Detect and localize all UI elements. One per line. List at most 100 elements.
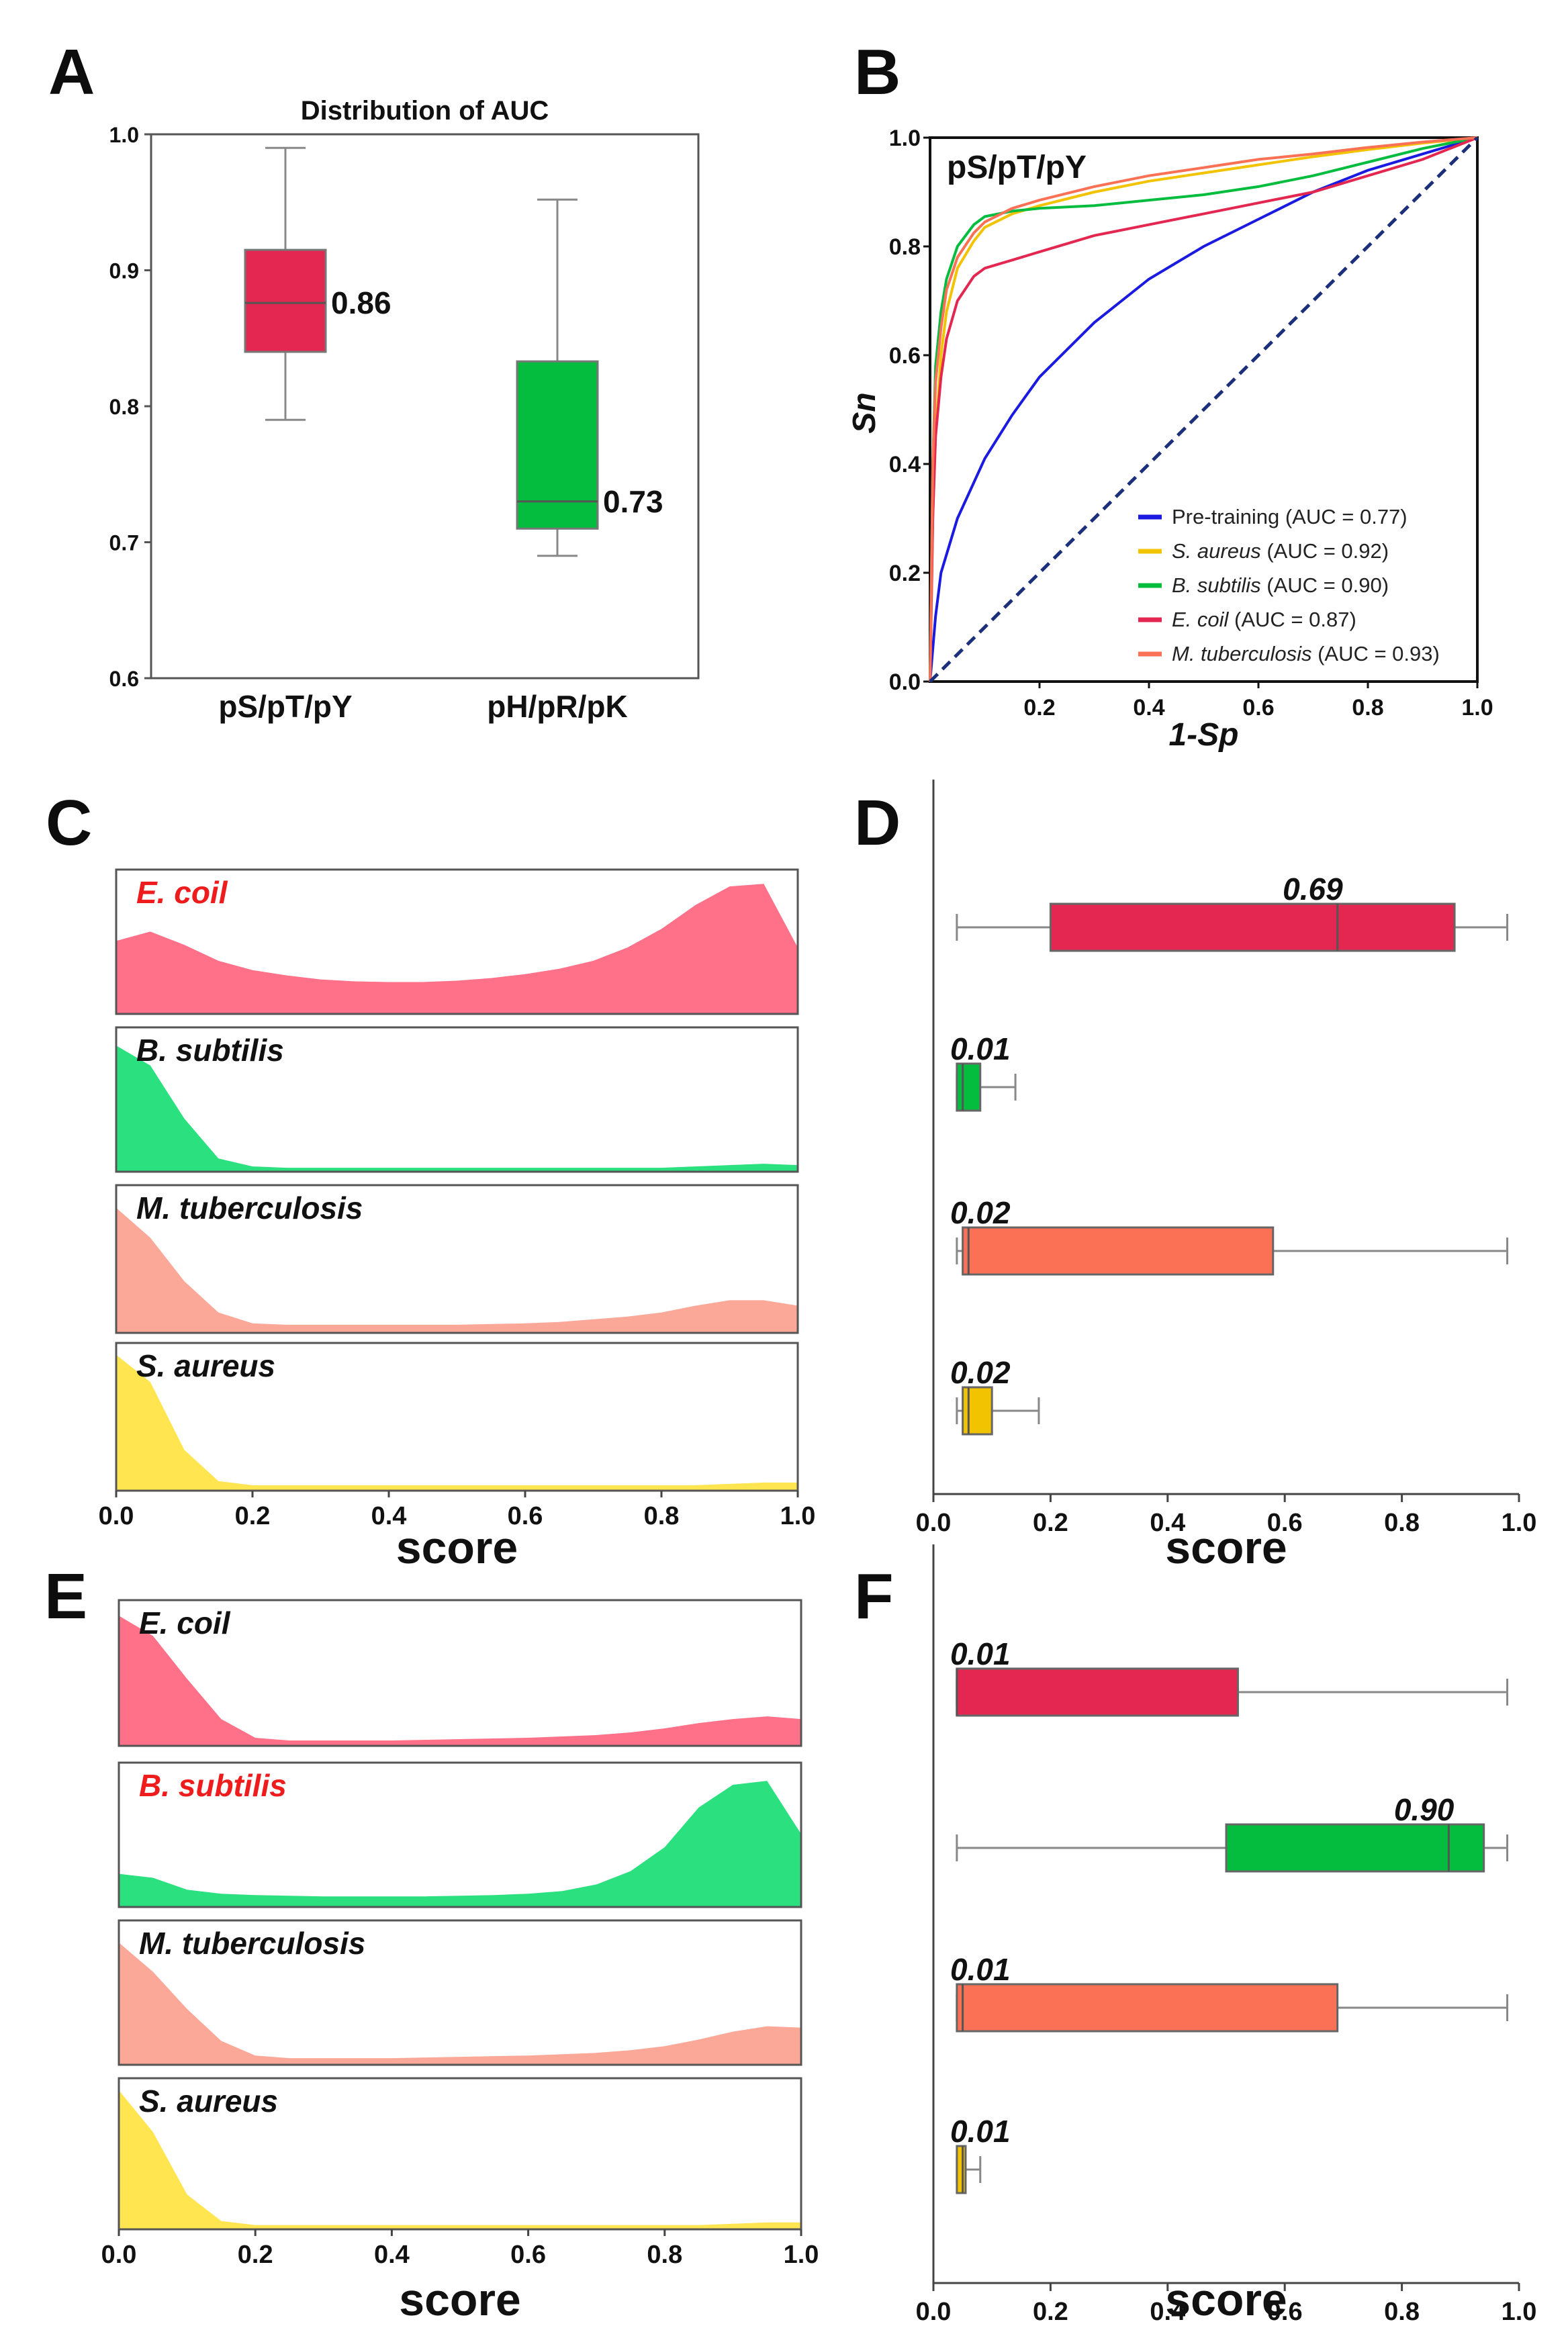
panel-b-ytick-label: 0.0	[889, 669, 921, 695]
panel-c-subpanel-frame	[115, 1342, 799, 1492]
panel-label-C: C	[46, 787, 92, 859]
panel-c-density-area	[116, 1207, 798, 1333]
panel-f-box	[956, 2145, 967, 2194]
panel-b-legend-auc: (AUC = 0.93)	[1311, 642, 1439, 665]
panel-e-xtick-label: 0.4	[374, 2241, 410, 2269]
panel-label-F: F	[854, 1561, 894, 1632]
panel-f-xtick-label: 0.6	[1267, 2298, 1303, 2323]
panel-e-series-label: M. tuberculosis	[139, 1926, 365, 1961]
panel-c-series-label: S. aureus	[136, 1348, 275, 1383]
panel-b-series-line	[929, 136, 1478, 682]
panel-b-legend-name: E. coil	[1172, 608, 1230, 631]
panel-b-xlabel: 1-Sp	[1168, 717, 1238, 753]
panel-a-box	[516, 360, 599, 530]
panel-d-xtick-label: 0.0	[916, 1509, 952, 1537]
panel-a-frame	[150, 133, 700, 680]
panel-d-xtick-label: 1.0	[1502, 1509, 1537, 1537]
panel-e-xtick-label: 1.0	[784, 2241, 819, 2269]
panel-b-xtick-label: 0.8	[1352, 695, 1383, 720]
panel-f-xlabel: score	[1165, 2274, 1287, 2323]
panel-e-series-label: B. subtilis	[139, 1768, 287, 1803]
panel-a-box	[244, 248, 327, 353]
panel-d-xtick-label: 0.4	[1150, 1509, 1185, 1537]
panel-d-xlabel: score	[1165, 1522, 1287, 1573]
panel-b-xtick-label: 0.4	[1133, 695, 1164, 720]
panel-c-xtick-label: 0.8	[644, 1502, 680, 1530]
panel-c-subpanel-frame	[115, 1184, 799, 1334]
panel-e-xtick-label: 0.2	[238, 2241, 273, 2269]
panel-label-B: B	[854, 36, 901, 108]
panel-b-ytick-label: 0.8	[889, 234, 921, 260]
panel-e-series-label: S. aureus	[139, 2084, 278, 2119]
panel-b-legend-name: S. aureus	[1172, 539, 1261, 563]
panel-d-box	[962, 1386, 993, 1436]
panel-b-ylabel: Sn	[847, 392, 882, 433]
panel-b-legend-auc: (AUC = 0.77)	[1279, 505, 1407, 528]
panel-f-median-label: 0.01	[950, 1952, 1011, 1987]
panel-e-series-label: E. coil	[139, 1606, 231, 1640]
panel-d-xtick-label: 0.2	[1033, 1509, 1068, 1537]
panel-d-box	[962, 1226, 1275, 1276]
panel-d-median-label: 0.02	[950, 1355, 1011, 1390]
panel-b-legend-name: Pre-training	[1172, 505, 1279, 528]
panel-f-box	[956, 1667, 1239, 1717]
panel-c-xtick-label: 0.6	[508, 1502, 543, 1530]
panel-b-legend-entry: Pre-training (AUC = 0.77)	[1172, 505, 1408, 528]
panel-c-xtick-label: 0.2	[235, 1502, 271, 1530]
panel-d-xtick-label: 0.8	[1384, 1509, 1420, 1537]
panel-b-annotation: pS/pT/pY	[947, 150, 1087, 185]
panel-f-median-label: 0.90	[1394, 1792, 1455, 1827]
panel-a-ytick-label: 0.7	[109, 531, 139, 555]
panel-b-legend-entry: M. tuberculosis (AUC = 0.93)	[1172, 642, 1440, 665]
panel-a-ytick-label: 0.8	[109, 395, 139, 419]
panel-f-xtick-label: 0.8	[1384, 2298, 1420, 2323]
panel-b-series-line	[929, 136, 1478, 682]
panel-e-density-area	[119, 1616, 801, 1746]
panel-d-xtick-label: 0.6	[1267, 1509, 1303, 1537]
panel-f-median-label: 0.01	[950, 1636, 1011, 1671]
panel-f-xtick-label: 1.0	[1502, 2298, 1537, 2323]
panel-a-category-label: pS/pT/pY	[218, 689, 352, 724]
panel-c-xtick-label: 0.4	[371, 1502, 407, 1530]
panel-c-density-area	[116, 884, 798, 1014]
panel-e-subpanel-frame	[118, 1919, 802, 2066]
panel-c-xtick-label: 0.0	[99, 1502, 134, 1530]
panel-c-density-area	[116, 1354, 798, 1491]
panel-b-series-line	[929, 136, 1478, 682]
panel-c-series-label: M. tuberculosis	[136, 1191, 363, 1225]
panel-b-ytick-label: 0.4	[889, 452, 921, 477]
panel-e-density-area	[119, 2090, 801, 2229]
panel-e-density-area	[119, 1943, 801, 2065]
panel-b-legend-entry: S. aureus (AUC = 0.92)	[1172, 539, 1389, 563]
panel-e-subpanel-frame	[118, 1599, 802, 1747]
panel-c-xlabel: score	[396, 1522, 518, 1573]
panel-e-xtick-label: 0.6	[510, 2241, 546, 2269]
panel-f-box	[956, 1983, 1339, 2033]
panel-f-xtick-label: 0.2	[1033, 2298, 1068, 2323]
panel-b-legend-auc: (AUC = 0.90)	[1261, 573, 1389, 597]
panel-label-D: D	[854, 787, 901, 859]
panel-a-ytick-label: 0.6	[109, 667, 139, 691]
panel-d-median-label: 0.69	[1283, 872, 1343, 906]
panel-a-median-label: 0.73	[603, 484, 663, 519]
panel-b-xtick-label: 0.2	[1023, 695, 1055, 720]
panel-e-xlabel: score	[399, 2274, 520, 2323]
panel-a-title: Distribution of AUC	[301, 96, 549, 126]
panel-b-ytick-label: 0.2	[889, 561, 921, 586]
panel-b-diagonal-line	[929, 136, 1479, 683]
panel-f-xtick-label: 0.0	[916, 2298, 952, 2323]
panel-d-box	[1049, 902, 1456, 952]
panel-e-subpanel-frame	[118, 1761, 802, 1908]
panel-d-median-label: 0.02	[950, 1195, 1011, 1230]
panel-b-xtick-label: 0.6	[1242, 695, 1274, 720]
panel-c-xtick-label: 1.0	[780, 1502, 816, 1530]
panel-b-legend-entry: B. subtilis (AUC = 0.90)	[1172, 573, 1389, 597]
panel-b-series-line	[929, 136, 1478, 682]
panel-b-legend-name: B. subtilis	[1172, 573, 1261, 597]
panel-b-frame	[929, 136, 1479, 683]
panel-f-median-label: 0.01	[950, 2114, 1011, 2149]
panel-b-legend-auc: (AUC = 0.92)	[1261, 539, 1389, 563]
panel-c-series-label: B. subtilis	[136, 1033, 284, 1068]
